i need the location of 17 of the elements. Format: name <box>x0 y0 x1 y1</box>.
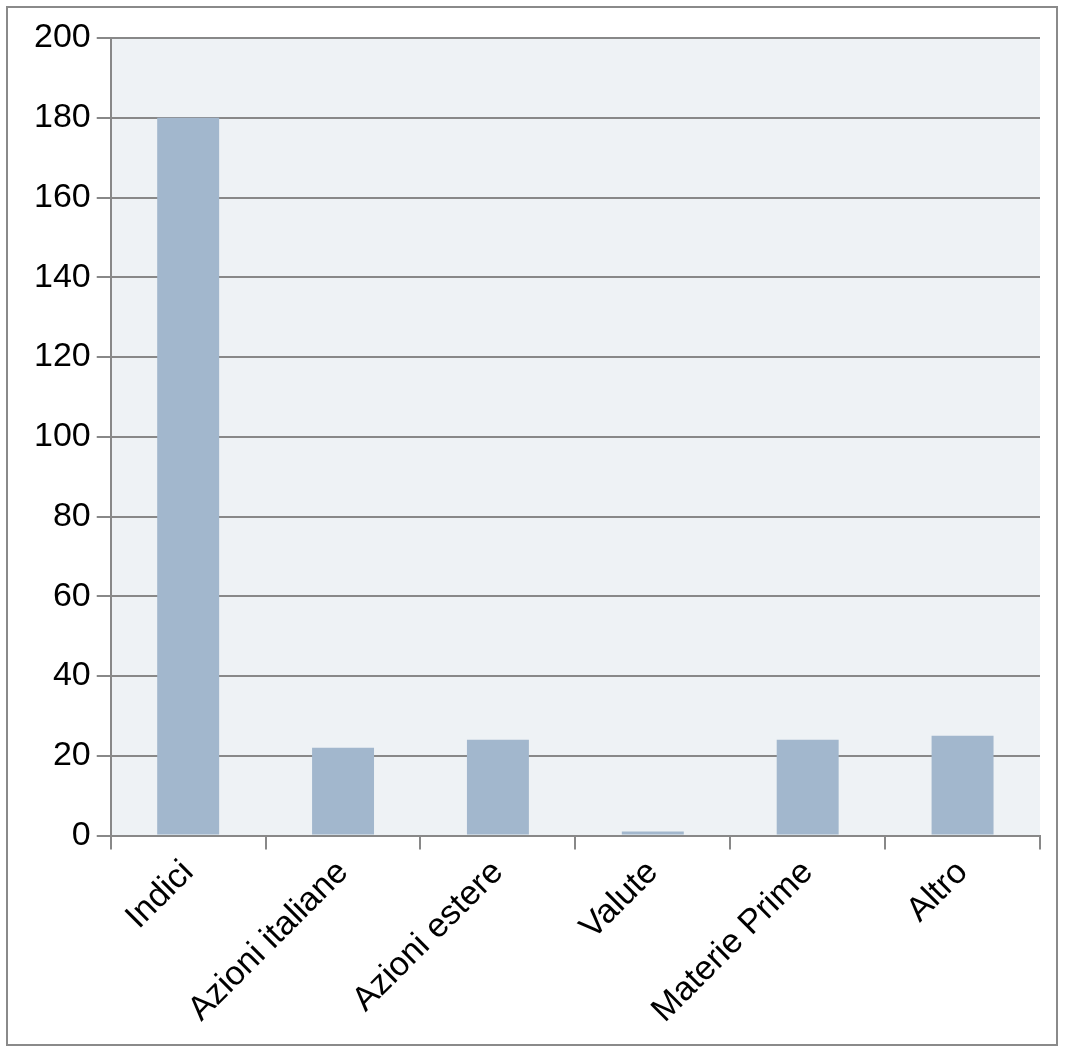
bar <box>157 117 220 835</box>
y-tick-label: 0 <box>71 813 91 852</box>
y-tick-label: 40 <box>52 654 91 693</box>
y-tick-label: 80 <box>52 494 91 533</box>
y-tick-label: 120 <box>33 335 91 374</box>
y-tick-label: 200 <box>33 16 91 55</box>
bar <box>312 747 375 835</box>
y-tick-label: 180 <box>33 96 91 135</box>
y-tick-label: 100 <box>33 415 91 454</box>
bar <box>621 831 684 835</box>
y-tick-label: 60 <box>52 574 91 613</box>
y-tick-label: 140 <box>33 255 91 294</box>
y-tick-label: 20 <box>52 734 91 773</box>
bar <box>776 739 839 835</box>
y-tick-label: 160 <box>33 175 91 214</box>
bar <box>931 735 994 835</box>
bar <box>466 739 529 835</box>
